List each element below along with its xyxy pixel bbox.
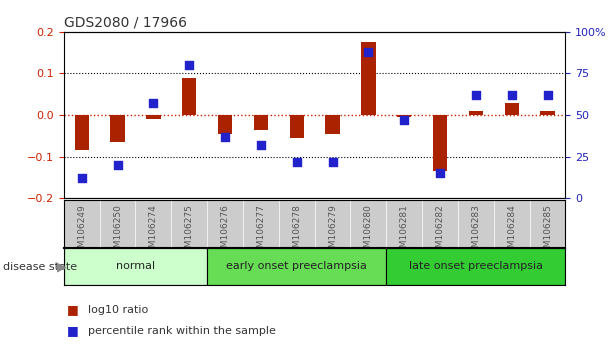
Bar: [207, 248, 386, 285]
Bar: [75, 115, 89, 150]
Text: ■: ■: [67, 303, 78, 316]
Bar: [254, 115, 268, 130]
Point: [256, 142, 266, 148]
Text: GSM106274: GSM106274: [149, 204, 158, 258]
Text: GSM106250: GSM106250: [113, 204, 122, 259]
Text: ■: ■: [67, 325, 78, 337]
Bar: [289, 115, 304, 138]
Bar: [218, 115, 232, 134]
Bar: [361, 42, 376, 115]
Point: [184, 62, 194, 68]
Point: [543, 92, 553, 98]
Point: [471, 92, 481, 98]
Point: [77, 176, 86, 181]
Text: normal: normal: [116, 261, 155, 272]
Point: [292, 159, 302, 165]
Text: GSM106275: GSM106275: [185, 204, 194, 259]
Text: GSM106284: GSM106284: [507, 204, 516, 258]
Text: GSM106278: GSM106278: [292, 204, 301, 259]
Text: GSM106282: GSM106282: [435, 204, 444, 258]
Bar: [386, 248, 565, 285]
Point: [328, 159, 337, 165]
Point: [112, 162, 122, 168]
Bar: [325, 115, 340, 134]
Bar: [469, 111, 483, 115]
Text: GSM106276: GSM106276: [221, 204, 230, 259]
Point: [507, 92, 517, 98]
Bar: [397, 115, 412, 117]
Text: early onset preeclampsia: early onset preeclampsia: [226, 261, 367, 272]
Bar: [64, 248, 207, 285]
Text: GSM106249: GSM106249: [77, 204, 86, 258]
Bar: [505, 103, 519, 115]
Bar: [147, 115, 161, 119]
Bar: [541, 111, 554, 115]
Point: [435, 171, 445, 176]
Text: late onset preeclampsia: late onset preeclampsia: [409, 261, 543, 272]
Text: disease state: disease state: [3, 262, 77, 272]
Text: ▶: ▶: [57, 261, 66, 274]
Text: GSM106277: GSM106277: [257, 204, 266, 259]
Bar: [111, 115, 125, 142]
Point: [364, 49, 373, 55]
Text: percentile rank within the sample: percentile rank within the sample: [88, 326, 276, 336]
Text: GDS2080 / 17966: GDS2080 / 17966: [64, 15, 187, 29]
Point: [399, 117, 409, 123]
Text: GSM106279: GSM106279: [328, 204, 337, 259]
Text: GSM106281: GSM106281: [399, 204, 409, 259]
Text: GSM106283: GSM106283: [471, 204, 480, 259]
Text: GSM106280: GSM106280: [364, 204, 373, 259]
Bar: [182, 78, 196, 115]
Text: log10 ratio: log10 ratio: [88, 305, 148, 315]
Bar: [433, 115, 447, 171]
Point: [220, 134, 230, 139]
Point: [148, 101, 158, 106]
Text: GSM106285: GSM106285: [543, 204, 552, 259]
